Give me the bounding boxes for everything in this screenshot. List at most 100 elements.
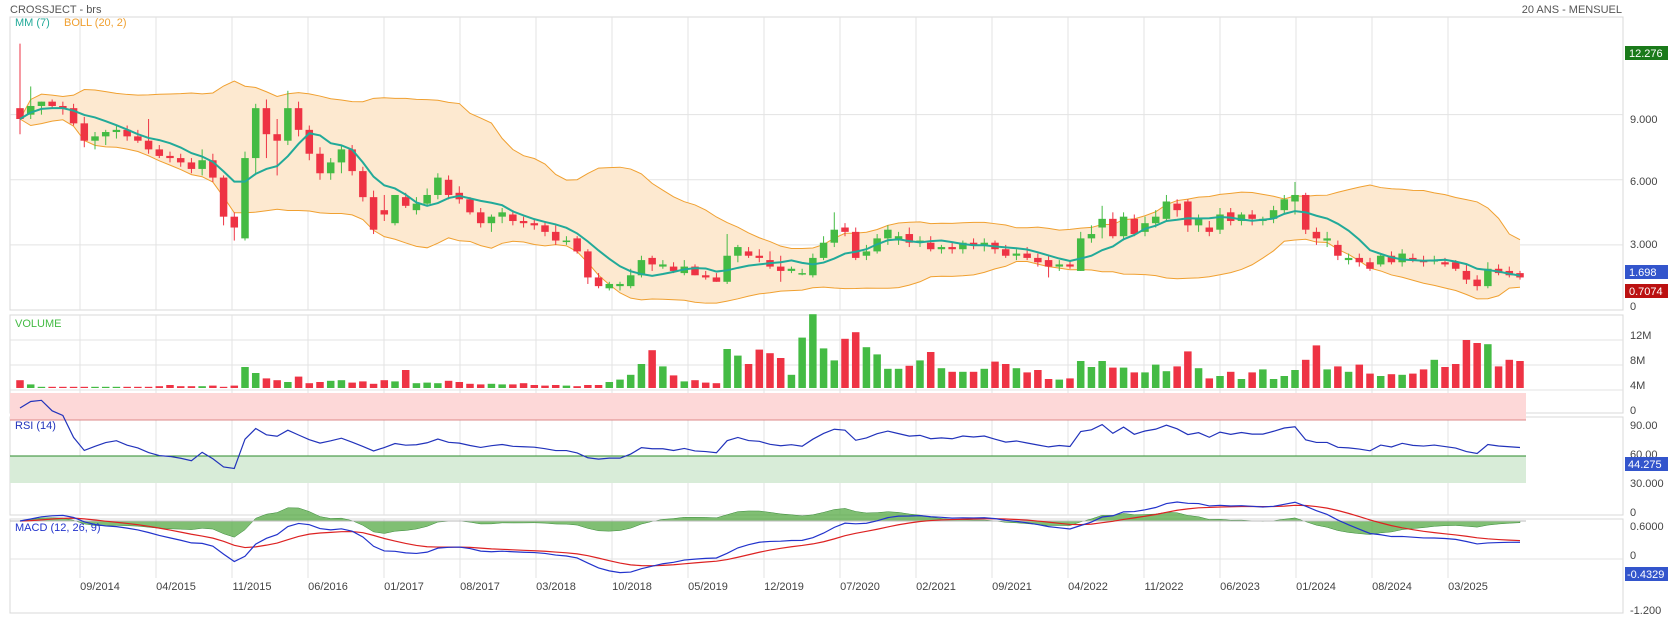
candle-body — [1376, 255, 1385, 265]
volume-bar — [1398, 374, 1406, 388]
volume-bar — [991, 361, 999, 388]
macd-panel[interactable] — [9, 518, 1624, 614]
volume-bar — [1269, 379, 1278, 388]
volume-bar — [905, 365, 914, 388]
x-tick-label: 08/2017 — [460, 581, 500, 593]
candle-body — [851, 231, 860, 258]
volume-bar — [948, 371, 956, 388]
volume-bar — [380, 380, 389, 388]
candle-body — [16, 108, 24, 120]
volume-bar — [444, 380, 453, 388]
volume-bars — [16, 314, 1524, 388]
volume-bar — [187, 386, 196, 388]
x-tick-label: 09/2014 — [80, 581, 120, 593]
candle-body — [584, 251, 592, 278]
candle-body — [1162, 201, 1171, 219]
candle-body — [1387, 255, 1396, 263]
volume-bar — [1312, 345, 1321, 388]
candle-body — [1044, 260, 1053, 267]
volume-bar — [626, 374, 635, 388]
volume-bar — [969, 371, 978, 388]
bollinger-band — [19, 80, 1521, 304]
volume-bar — [1301, 359, 1310, 388]
candle-body — [648, 257, 656, 265]
volume-bar — [1109, 367, 1117, 388]
candle-body — [166, 155, 174, 159]
volume-bar — [584, 385, 592, 388]
volume-bar — [980, 368, 989, 388]
volume-tick: 0 — [1630, 405, 1636, 417]
candle-body — [230, 216, 239, 228]
volume-bar — [723, 349, 731, 388]
volume-bar — [712, 383, 721, 388]
volume-bar — [1023, 372, 1031, 388]
candle-body — [91, 136, 99, 141]
volume-bar — [1473, 343, 1481, 388]
x-tick-label: 10/2018 — [612, 581, 652, 593]
rsi-overbought-zone — [10, 393, 1526, 420]
volume-bar — [1216, 376, 1224, 388]
volume-bar — [937, 368, 946, 388]
volume-bar — [1376, 376, 1385, 388]
candle-body — [723, 255, 731, 282]
volume-bar — [326, 380, 335, 388]
candle-body — [969, 242, 978, 245]
x-tick-label: 03/2025 — [1448, 581, 1488, 593]
volume-bar — [1205, 378, 1214, 388]
candle-body — [262, 108, 271, 135]
volume-bar — [830, 360, 839, 388]
candle-body — [359, 171, 367, 198]
candle-body — [551, 231, 560, 241]
macd-tick: -1.200 — [1630, 605, 1661, 617]
candle-body — [744, 251, 753, 256]
candle-body — [926, 242, 935, 250]
volume-bar — [1516, 361, 1524, 388]
x-tick-label: 08/2024 — [1372, 581, 1412, 593]
bollinger-upper — [19, 80, 1521, 249]
candle-body — [594, 277, 603, 287]
volume-bar — [798, 337, 806, 388]
volume-bar — [573, 386, 581, 388]
volume-bar — [241, 367, 249, 388]
candle-body — [26, 105, 35, 115]
candle-body — [1451, 262, 1460, 269]
x-tick-label: 09/2021 — [992, 581, 1032, 593]
volume-bar — [155, 386, 164, 388]
candle-body — [809, 257, 817, 276]
rsi-oversold-zone — [10, 456, 1526, 483]
volume-bar — [230, 385, 239, 388]
x-tick-label: 04/2015 — [156, 581, 196, 593]
volume-bar — [91, 386, 99, 388]
candle-body — [1473, 279, 1481, 287]
candle-body — [305, 129, 314, 154]
volume-bar — [48, 386, 56, 388]
volume-bar — [519, 383, 528, 388]
x-tick-label: 01/2017 — [384, 581, 424, 593]
candle-body — [1087, 234, 1096, 239]
volume-bar — [1291, 370, 1299, 388]
candle-body — [959, 242, 967, 250]
volume-bar — [509, 384, 517, 388]
candle-body — [134, 136, 142, 141]
volume-bar — [1344, 371, 1353, 388]
volume-bar — [262, 378, 271, 388]
candle-body — [637, 260, 646, 276]
candle-body — [830, 229, 839, 243]
volume-bar — [562, 385, 571, 388]
volume-bar — [1355, 364, 1364, 388]
volume-bar — [134, 386, 142, 388]
candle-body — [562, 240, 571, 243]
volume-bar — [787, 374, 796, 388]
volume-bar — [455, 382, 464, 388]
volume-bar — [198, 386, 206, 388]
volume-bar — [1130, 372, 1139, 388]
candle-body — [37, 101, 46, 106]
candle-body — [1141, 223, 1149, 232]
volume-bar — [1505, 359, 1514, 388]
volume-bar — [294, 376, 303, 388]
candle-body — [391, 194, 399, 224]
x-tick-label: 11/2015 — [233, 581, 272, 593]
volume-bar — [1066, 378, 1074, 388]
